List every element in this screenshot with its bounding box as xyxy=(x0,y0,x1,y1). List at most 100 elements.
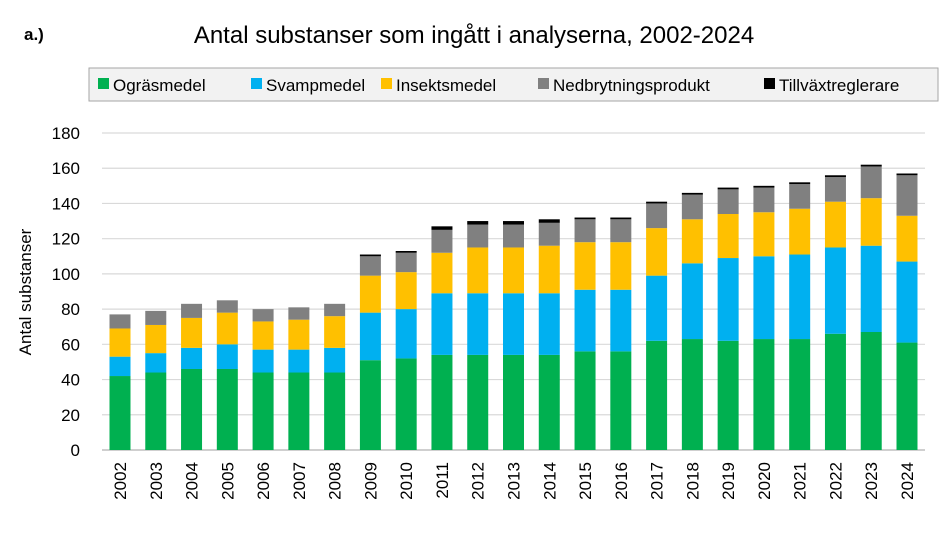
bar-svampmedel-2011 xyxy=(431,293,453,355)
bar-svampmedel-2023 xyxy=(860,245,882,333)
bar-insektsmedel-2024 xyxy=(896,215,918,262)
bar-nedbrytningsprodukt-2024 xyxy=(896,175,918,216)
bar-ogräsmedel-2011 xyxy=(431,354,453,450)
bar-tillväxtreglerare-2013 xyxy=(503,221,524,225)
legend-label: Ogräsmedel xyxy=(113,76,206,95)
bar-nedbrytningsprodukt-2005 xyxy=(216,300,238,313)
bar-ogräsmedel-2019 xyxy=(717,340,739,450)
bar-ogräsmedel-2018 xyxy=(681,339,703,450)
bar-insektsmedel-2017 xyxy=(646,228,668,276)
bar-nedbrytningsprodukt-2022 xyxy=(824,177,846,202)
y-tick-label: 160 xyxy=(52,159,80,178)
y-tick-label: 20 xyxy=(61,406,80,425)
bar-svampmedel-2017 xyxy=(646,275,668,341)
bar-ogräsmedel-2022 xyxy=(824,333,846,450)
x-tick-label: 2023 xyxy=(862,462,881,500)
bar-insektsmedel-2006 xyxy=(252,321,274,350)
bar-insektsmedel-2009 xyxy=(359,275,381,313)
bar-nedbrytningsprodukt-2023 xyxy=(860,166,882,199)
bar-tillväxtreglerare-2023 xyxy=(860,164,882,167)
y-axis: 0 20 40 60 80 100 120 140 160 180 xyxy=(52,124,80,460)
bar-tillväxtreglerare-2010 xyxy=(395,250,417,253)
bar-ogräsmedel-2020 xyxy=(753,339,775,450)
bar-ogräsmedel-2010 xyxy=(395,358,417,450)
x-tick-label: 2010 xyxy=(397,462,416,500)
bar-insektsmedel-2012 xyxy=(467,247,489,294)
bar-ogräsmedel-2008 xyxy=(324,372,346,450)
bar-insektsmedel-2003 xyxy=(145,324,167,354)
legend-swatch xyxy=(98,78,109,89)
bar-insektsmedel-2018 xyxy=(681,219,703,264)
bar-nedbrytningsprodukt-2013 xyxy=(503,224,524,248)
bar-svampmedel-2019 xyxy=(717,258,739,341)
bar-ogräsmedel-2016 xyxy=(610,351,632,450)
bar-tillväxtreglerare-2018 xyxy=(681,192,703,195)
bar-ogräsmedel-2023 xyxy=(860,332,882,450)
bar-svampmedel-2004 xyxy=(181,347,203,369)
bar-svampmedel-2002 xyxy=(109,356,131,377)
bar-insektsmedel-2015 xyxy=(574,242,596,290)
x-tick-label: 2005 xyxy=(218,462,237,500)
y-tick-label: 100 xyxy=(52,265,80,284)
y-tick-label: 0 xyxy=(71,441,80,460)
bar-svampmedel-2005 xyxy=(216,344,238,369)
bar-ogräsmedel-2013 xyxy=(503,354,524,450)
bar-svampmedel-2016 xyxy=(610,289,632,352)
x-tick-label: 2009 xyxy=(361,462,380,500)
x-tick-label: 2016 xyxy=(612,462,631,500)
legend-label: Nedbrytningsprodukt xyxy=(553,76,710,95)
bar-nedbrytningsprodukt-2021 xyxy=(789,184,811,209)
x-tick-label: 2002 xyxy=(111,462,130,500)
bar-insektsmedel-2007 xyxy=(288,319,310,350)
bar-svampmedel-2003 xyxy=(145,353,167,373)
bar-tillväxtreglerare-2020 xyxy=(753,185,775,188)
bar-ogräsmedel-2012 xyxy=(467,354,489,450)
x-tick-label: 2012 xyxy=(469,462,488,500)
bar-tillväxtreglerare-2017 xyxy=(646,201,668,204)
bar-insektsmedel-2005 xyxy=(216,312,238,345)
bar-insektsmedel-2020 xyxy=(753,212,775,257)
bar-insektsmedel-2004 xyxy=(181,317,203,348)
bar-tillväxtreglerare-2015 xyxy=(574,217,596,220)
bar-ogräsmedel-2024 xyxy=(896,342,918,450)
panel-label: a.) xyxy=(24,25,44,44)
bar-nedbrytningsprodukt-2018 xyxy=(681,194,703,220)
bar-nedbrytningsprodukt-2006 xyxy=(252,309,274,322)
legend-label: Tillväxtreglerare xyxy=(779,76,899,95)
x-tick-label: 2004 xyxy=(183,462,202,500)
legend-swatch xyxy=(764,78,775,89)
x-tick-label: 2015 xyxy=(576,462,595,500)
bar-ogräsmedel-2007 xyxy=(288,372,310,450)
legend-label: Svampmedel xyxy=(266,76,365,95)
bar-svampmedel-2010 xyxy=(395,309,417,359)
x-tick-label: 2007 xyxy=(290,462,309,500)
bar-svampmedel-2012 xyxy=(467,293,489,355)
bar-svampmedel-2021 xyxy=(789,254,811,340)
y-tick-label: 140 xyxy=(52,194,80,213)
y-tick-label: 120 xyxy=(52,230,80,249)
bar-insektsmedel-2013 xyxy=(503,247,524,294)
legend: Ogräsmedel Svampmedel Insektsmedel Nedbrytn… xyxy=(88,67,939,102)
legend-label: Insektsmedel xyxy=(396,76,496,95)
x-tick-label: 2014 xyxy=(540,462,559,500)
bar-svampmedel-2022 xyxy=(824,247,846,334)
x-tick-label: 2003 xyxy=(147,462,166,500)
bars xyxy=(109,164,918,450)
bar-nedbrytningsprodukt-2017 xyxy=(646,203,668,229)
bar-tillväxtreglerare-2016 xyxy=(610,217,632,220)
bar-svampmedel-2008 xyxy=(324,347,346,373)
legend-swatch xyxy=(538,78,549,89)
bar-svampmedel-2009 xyxy=(359,312,381,361)
bar-insektsmedel-2022 xyxy=(824,201,846,248)
y-tick-label: 60 xyxy=(61,335,80,354)
bar-insektsmedel-2011 xyxy=(431,252,453,294)
x-tick-label: 2017 xyxy=(648,462,667,500)
chart-title: Antal substanser som ingått i analyserna… xyxy=(194,22,754,49)
bar-svampmedel-2024 xyxy=(896,261,918,343)
x-axis: 2002 2003 2004 2005 2006 2007 2008 2009 2010 2011… xyxy=(111,462,917,500)
bar-nedbrytningsprodukt-2003 xyxy=(145,310,167,325)
bar-svampmedel-2014 xyxy=(538,293,560,355)
bar-nedbrytningsprodukt-2012 xyxy=(467,224,489,248)
bar-nedbrytningsprodukt-2019 xyxy=(717,189,739,215)
